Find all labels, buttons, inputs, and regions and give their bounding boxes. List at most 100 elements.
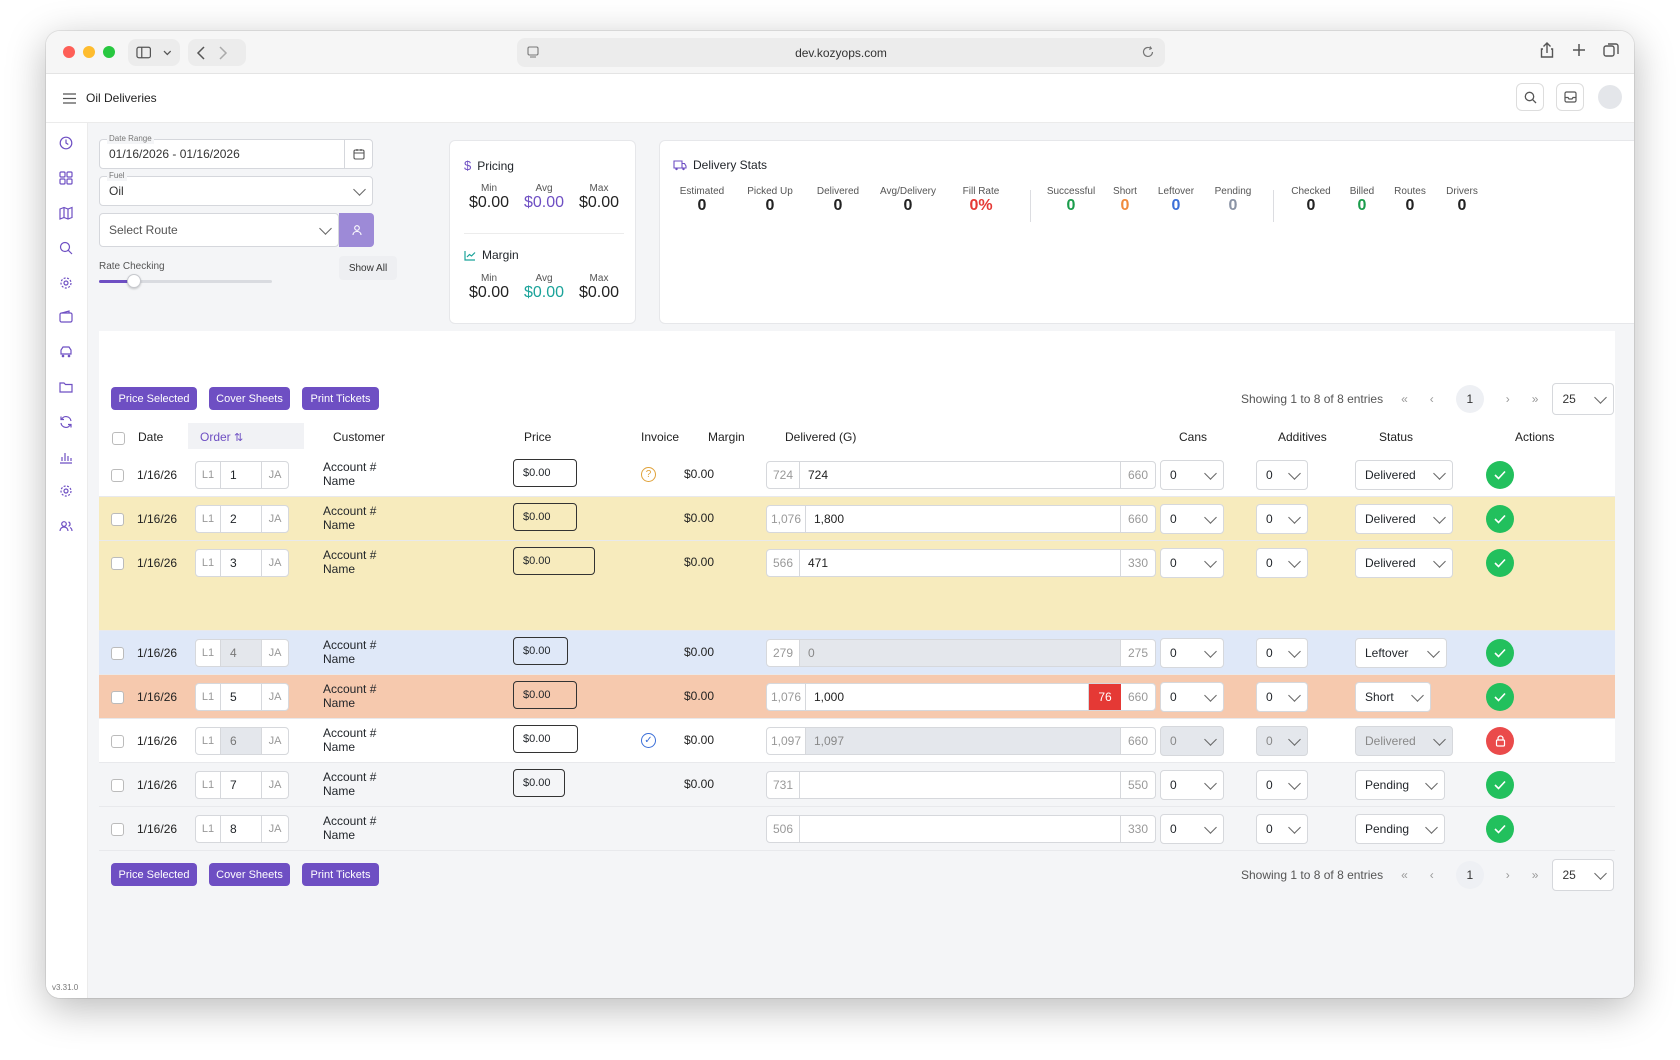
cans-select[interactable]: 0 bbox=[1160, 638, 1224, 668]
col-date[interactable]: Date bbox=[138, 430, 164, 444]
price-input[interactable]: $0.00 bbox=[513, 503, 577, 531]
select-all-checkbox[interactable] bbox=[112, 432, 125, 445]
status-select[interactable]: Delivered bbox=[1355, 504, 1453, 534]
row-checkbox[interactable] bbox=[111, 735, 124, 748]
back-icon[interactable] bbox=[196, 45, 206, 60]
page-1-button[interactable]: 1 bbox=[1455, 861, 1484, 889]
price-input[interactable]: $0.00 bbox=[513, 459, 577, 487]
truck-icon[interactable] bbox=[59, 345, 73, 359]
col-order[interactable]: Order ⇅ bbox=[200, 430, 243, 444]
last-page-icon[interactable]: » bbox=[1531, 392, 1539, 406]
folder-icon[interactable] bbox=[59, 380, 73, 394]
sidebar-toggle-button[interactable] bbox=[128, 39, 180, 66]
address-bar[interactable]: dev.kozyops.com bbox=[517, 38, 1165, 67]
order-number-input[interactable]: 5 bbox=[220, 684, 262, 710]
close-window-button[interactable] bbox=[63, 46, 75, 58]
price-input[interactable]: $0.00 bbox=[513, 547, 595, 575]
table-row[interactable]: 1/16/26 L1 4 JA Account # Name $0.00 $0.00 279 0 2… bbox=[99, 631, 1615, 675]
customer-cell[interactable]: Account # Name bbox=[323, 638, 376, 666]
delivered-gallons-input[interactable]: 724 bbox=[799, 462, 1121, 488]
page-size-select[interactable]: 25 bbox=[1552, 859, 1615, 891]
first-page-icon[interactable]: « bbox=[1401, 868, 1408, 882]
cans-select[interactable]: 0 bbox=[1160, 770, 1224, 800]
order-number-input[interactable]: 2 bbox=[220, 506, 262, 532]
col-cans[interactable]: Cans bbox=[1179, 430, 1208, 444]
print-tickets-button[interactable]: Print Tickets bbox=[302, 863, 379, 886]
customer-cell[interactable]: Account # Name bbox=[323, 682, 376, 710]
calendar-button[interactable] bbox=[344, 140, 372, 168]
menu-icon[interactable] bbox=[63, 92, 76, 104]
table-row[interactable]: 1/16/26 L1 5 JA Account # Name $0.00 $0.00 1,076… bbox=[99, 675, 1615, 719]
new-tab-icon[interactable] bbox=[1570, 41, 1588, 59]
status-select[interactable]: Leftover bbox=[1355, 638, 1447, 668]
cover-sheets-button[interactable]: Cover Sheets bbox=[209, 387, 290, 410]
order-number-input[interactable]: 7 bbox=[220, 772, 262, 798]
approve-button[interactable] bbox=[1486, 771, 1514, 799]
row-checkbox[interactable] bbox=[111, 691, 124, 704]
share-icon[interactable] bbox=[1538, 41, 1556, 59]
page-settings-icon[interactable] bbox=[527, 45, 539, 59]
rate-checking-thumb[interactable] bbox=[126, 274, 141, 288]
col-customer[interactable]: Customer bbox=[333, 430, 386, 444]
tabs-overview-icon[interactable] bbox=[1602, 41, 1620, 59]
cans-select[interactable]: 0 bbox=[1160, 460, 1224, 490]
row-checkbox[interactable] bbox=[111, 469, 124, 482]
status-select[interactable]: Delivered bbox=[1355, 460, 1453, 490]
row-checkbox[interactable] bbox=[111, 513, 124, 526]
unlock-button[interactable] bbox=[1486, 727, 1514, 755]
status-select[interactable]: Pending bbox=[1355, 770, 1445, 800]
wallet-icon[interactable] bbox=[59, 310, 73, 324]
date-range-field[interactable]: Date Range 01/16/2026 - 01/16/2026 bbox=[99, 134, 373, 169]
row-checkbox[interactable] bbox=[111, 647, 124, 660]
next-page-icon[interactable]: › bbox=[1505, 868, 1510, 882]
delivered-gallons-input[interactable]: 1,000 bbox=[805, 684, 1089, 710]
price-input[interactable]: $0.00 bbox=[513, 769, 565, 797]
delivered-gallons-input[interactable]: 471 bbox=[799, 550, 1121, 576]
order-number-input[interactable]: 8 bbox=[220, 816, 262, 842]
cover-sheets-button[interactable]: Cover Sheets bbox=[209, 863, 290, 886]
approve-button[interactable] bbox=[1486, 639, 1514, 667]
first-page-icon[interactable]: « bbox=[1401, 392, 1408, 406]
row-checkbox[interactable] bbox=[111, 823, 124, 836]
question-icon[interactable]: ? bbox=[641, 467, 656, 482]
price-selected-button[interactable]: Price Selected bbox=[111, 863, 197, 886]
search-button[interactable] bbox=[1516, 83, 1544, 111]
delivered-gallons-input[interactable]: 1,800 bbox=[805, 506, 1121, 532]
show-all-button[interactable]: Show All bbox=[339, 256, 397, 280]
approve-button[interactable] bbox=[1486, 461, 1514, 489]
delivered-gallons-input[interactable] bbox=[799, 772, 1121, 798]
customer-cell[interactable]: Account # Name bbox=[323, 548, 376, 576]
inbox-button[interactable] bbox=[1556, 83, 1584, 111]
users-icon[interactable] bbox=[59, 519, 73, 533]
fuel-select[interactable]: Fuel Oil bbox=[99, 171, 373, 206]
reload-icon[interactable] bbox=[1141, 45, 1155, 59]
status-select[interactable]: Short bbox=[1355, 682, 1431, 712]
additives-select[interactable]: 0 bbox=[1256, 814, 1308, 844]
row-checkbox[interactable] bbox=[111, 557, 124, 570]
gear-icon[interactable] bbox=[59, 276, 73, 290]
page-size-select[interactable]: 25 bbox=[1552, 383, 1615, 415]
price-input[interactable]: $0.00 bbox=[513, 725, 578, 753]
col-invoice[interactable]: Invoice bbox=[641, 430, 680, 444]
table-row[interactable]: 1/16/26 L1 2 JA Account # Name $0.00 $0.00 1,076… bbox=[99, 497, 1615, 541]
row-checkbox[interactable] bbox=[111, 779, 124, 792]
status-select[interactable]: Pending bbox=[1355, 814, 1445, 844]
price-input[interactable]: $0.00 bbox=[513, 681, 577, 709]
prev-page-icon[interactable]: ‹ bbox=[1429, 868, 1434, 882]
customer-cell[interactable]: Account # Name bbox=[323, 770, 376, 798]
price-selected-button[interactable]: Price Selected bbox=[111, 387, 197, 410]
col-status[interactable]: Status bbox=[1379, 430, 1414, 444]
prev-page-icon[interactable]: ‹ bbox=[1429, 392, 1434, 406]
cans-select[interactable]: 0 bbox=[1160, 682, 1224, 712]
cans-select[interactable]: 0 bbox=[1160, 504, 1224, 534]
col-price[interactable]: Price bbox=[524, 430, 552, 444]
print-tickets-button[interactable]: Print Tickets bbox=[302, 387, 379, 410]
approve-button[interactable] bbox=[1486, 549, 1514, 577]
route-select[interactable]: Select Route bbox=[99, 213, 339, 247]
additives-select[interactable]: 0 bbox=[1256, 504, 1308, 534]
cans-select[interactable]: 0 bbox=[1160, 548, 1224, 578]
customer-cell[interactable]: Account # Name bbox=[323, 726, 376, 754]
order-number-input[interactable]: 3 bbox=[220, 550, 262, 576]
additives-select[interactable]: 0 bbox=[1256, 548, 1308, 578]
table-row[interactable]: 1/16/26 L1 8 JA Account # Name 506 330 0 0 Pending bbox=[99, 807, 1615, 851]
